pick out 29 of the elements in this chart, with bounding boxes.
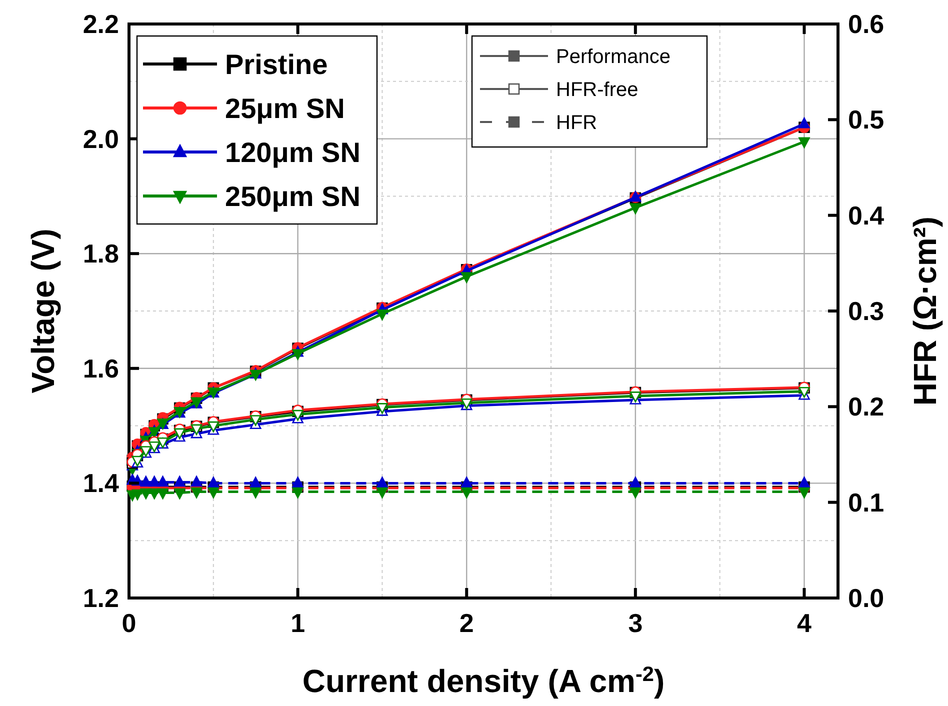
x-tick-label: 3 (628, 608, 643, 638)
y2-tick-label: 0.6 (848, 9, 884, 39)
x-tick-label: 4 (797, 608, 812, 638)
legend-label: 25μm SN (225, 93, 345, 124)
y-axis-title: Voltage (V) (25, 228, 61, 394)
x-axis-title: Current density (A cm$^{-2}$) (302, 662, 665, 699)
y-tick-label: 1.6 (82, 353, 119, 384)
annotation: HFR (556, 112, 598, 134)
annotation: HFR-free (556, 79, 638, 101)
x-tick-label: 0 (122, 608, 136, 638)
style-key: Performance HFR-free HFR (471, 35, 708, 148)
y2-tick-label: 0.3 (848, 296, 884, 326)
x-tick-label: 2 (459, 608, 474, 638)
y-tick-label: 1.2 (82, 583, 119, 613)
y-tick-label: 1.8 (82, 238, 119, 269)
y-tick-label: 2.2 (82, 9, 119, 39)
y-tick-label: 1.4 (82, 468, 120, 498)
legend-label: 250μm SN (225, 181, 360, 212)
x-tick-label: 1 (290, 608, 306, 638)
annotation: Performance (556, 46, 670, 68)
legend-label: Pristine (225, 49, 328, 80)
y2-tick-label: 0.5 (848, 104, 884, 135)
y2-tick-label: 0.0 (848, 583, 884, 613)
y2-tick-label: 0.1 (848, 487, 884, 518)
y2-axis-title: HFR (Ω·cm²) (907, 216, 943, 406)
y-tick-label: 2.0 (82, 124, 119, 154)
legend-label: 120μm SN (225, 137, 360, 168)
y2-tick-label: 0.4 (848, 200, 885, 230)
y2-tick-label: 0.2 (848, 392, 884, 422)
